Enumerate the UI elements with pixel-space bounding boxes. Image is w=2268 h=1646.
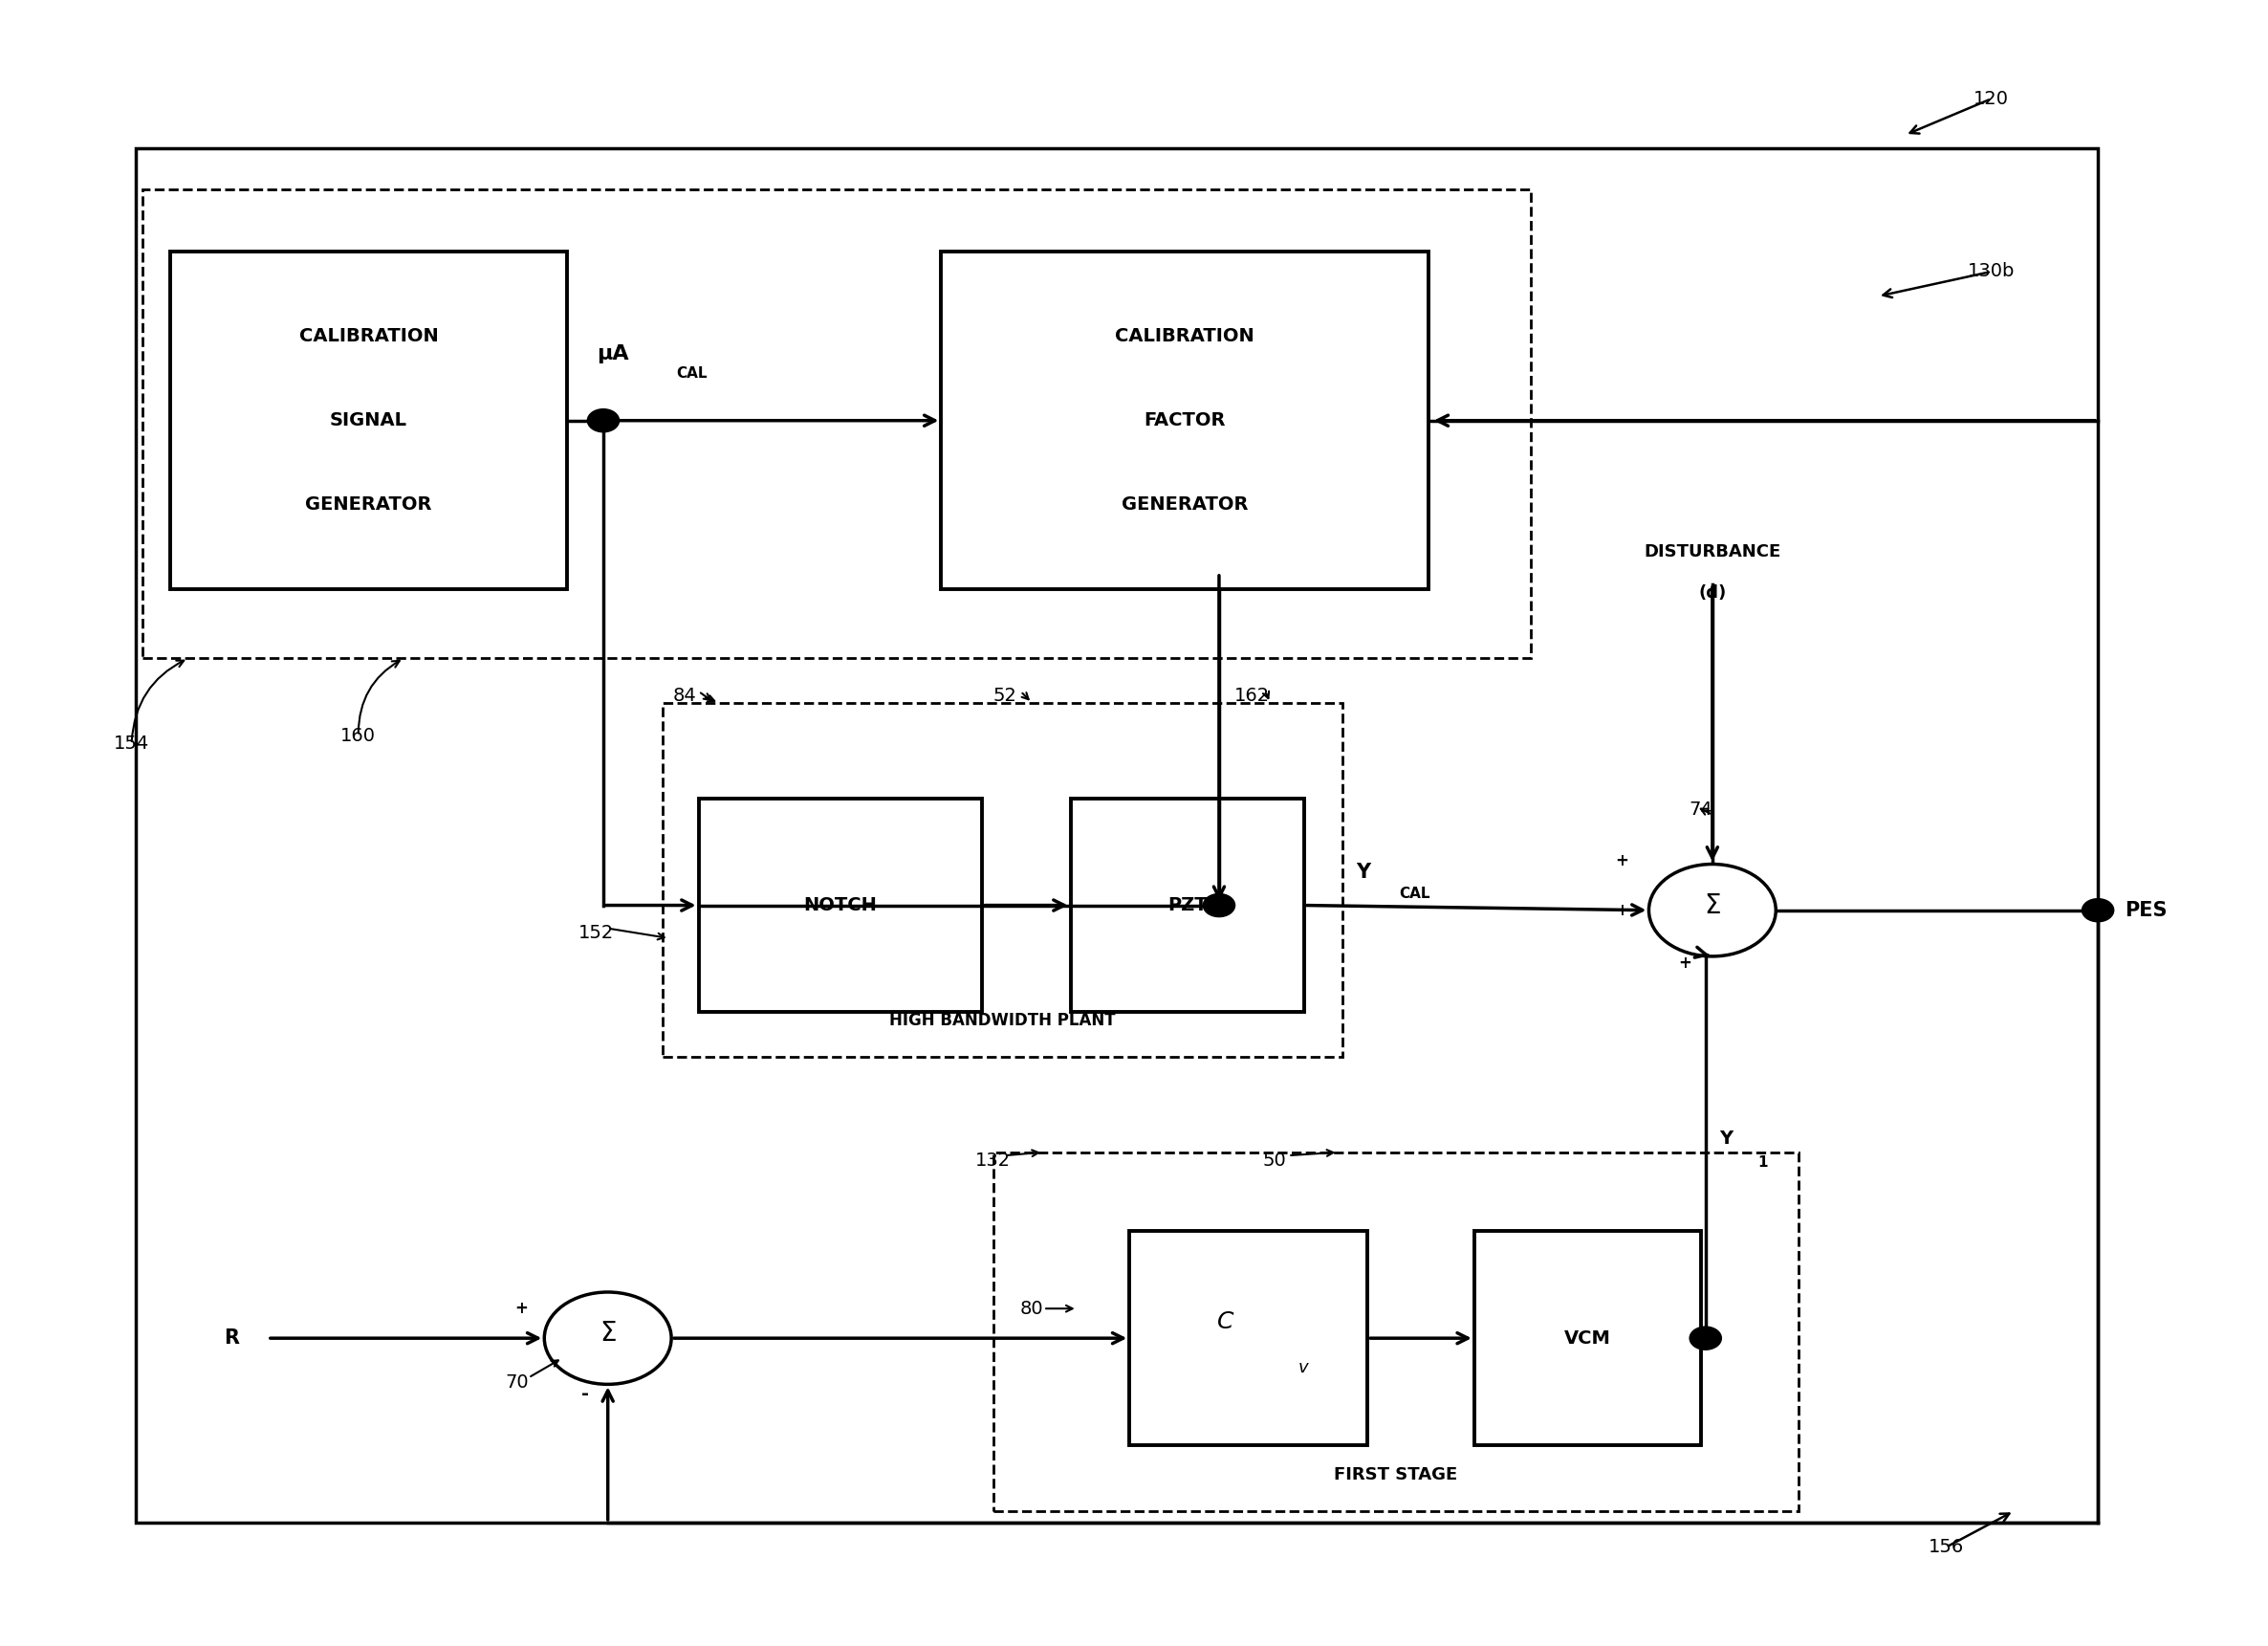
Bar — [170, 252, 567, 589]
Text: 70: 70 — [506, 1373, 528, 1393]
Text: HIGH BANDWIDTH PLANT: HIGH BANDWIDTH PLANT — [889, 1012, 1116, 1029]
Text: GENERATOR: GENERATOR — [306, 495, 431, 514]
Circle shape — [2082, 899, 2114, 922]
Text: Σ: Σ — [1703, 892, 1721, 918]
Text: CAL: CAL — [676, 367, 708, 380]
Text: +: + — [1615, 853, 1628, 869]
Text: Y: Y — [1719, 1129, 1733, 1149]
Circle shape — [544, 1292, 671, 1384]
Text: NOTCH: NOTCH — [803, 895, 878, 915]
Text: 52: 52 — [993, 686, 1016, 706]
Text: +: + — [515, 1300, 528, 1317]
Bar — [1474, 1231, 1701, 1445]
Text: -: - — [581, 1384, 590, 1404]
Text: FIRST STAGE: FIRST STAGE — [1334, 1467, 1458, 1483]
Text: 160: 160 — [340, 726, 376, 746]
Text: 132: 132 — [975, 1151, 1012, 1170]
Text: GENERATOR: GENERATOR — [1123, 495, 1247, 514]
Text: 152: 152 — [578, 923, 615, 943]
Bar — [662, 703, 1343, 1057]
Text: CALIBRATION: CALIBRATION — [299, 328, 438, 346]
Text: 74: 74 — [1690, 800, 1712, 820]
Circle shape — [1649, 864, 1776, 956]
Text: +: + — [1615, 902, 1628, 918]
Text: Σ: Σ — [599, 1320, 617, 1346]
Bar — [1129, 1231, 1368, 1445]
Text: v: v — [1297, 1360, 1309, 1376]
Bar — [941, 252, 1429, 589]
Text: 156: 156 — [1928, 1537, 1964, 1557]
Circle shape — [587, 410, 619, 433]
Bar — [143, 189, 1531, 658]
Bar — [699, 798, 982, 1012]
Text: 154: 154 — [113, 734, 150, 754]
Text: CAL: CAL — [1399, 887, 1431, 900]
Text: +: + — [1678, 955, 1692, 971]
Text: PZT: PZT — [1168, 895, 1207, 915]
Bar — [136, 148, 2098, 1523]
Text: 50: 50 — [1263, 1151, 1286, 1170]
Text: 1: 1 — [1758, 1155, 1767, 1169]
Circle shape — [1690, 1327, 1721, 1350]
Text: DISTURBANCE: DISTURBANCE — [1644, 543, 1780, 560]
Text: Y: Y — [1356, 863, 1370, 882]
Text: CALIBRATION: CALIBRATION — [1116, 328, 1254, 346]
Circle shape — [1202, 894, 1234, 917]
Text: PES: PES — [2125, 900, 2168, 920]
Text: 80: 80 — [1021, 1299, 1043, 1318]
Text: R: R — [225, 1328, 238, 1348]
Text: 130b: 130b — [1969, 262, 2014, 281]
Text: FACTOR: FACTOR — [1143, 412, 1227, 430]
Bar — [1070, 798, 1304, 1012]
Text: (d): (d) — [1699, 584, 1726, 601]
Text: VCM: VCM — [1565, 1328, 1610, 1348]
Text: 120: 120 — [1973, 89, 2009, 109]
Bar — [993, 1152, 1799, 1511]
Text: C: C — [1218, 1310, 1234, 1333]
Text: μA: μA — [596, 344, 628, 364]
Text: SIGNAL: SIGNAL — [329, 412, 408, 430]
Text: 84: 84 — [674, 686, 696, 706]
Text: 162: 162 — [1234, 686, 1270, 706]
